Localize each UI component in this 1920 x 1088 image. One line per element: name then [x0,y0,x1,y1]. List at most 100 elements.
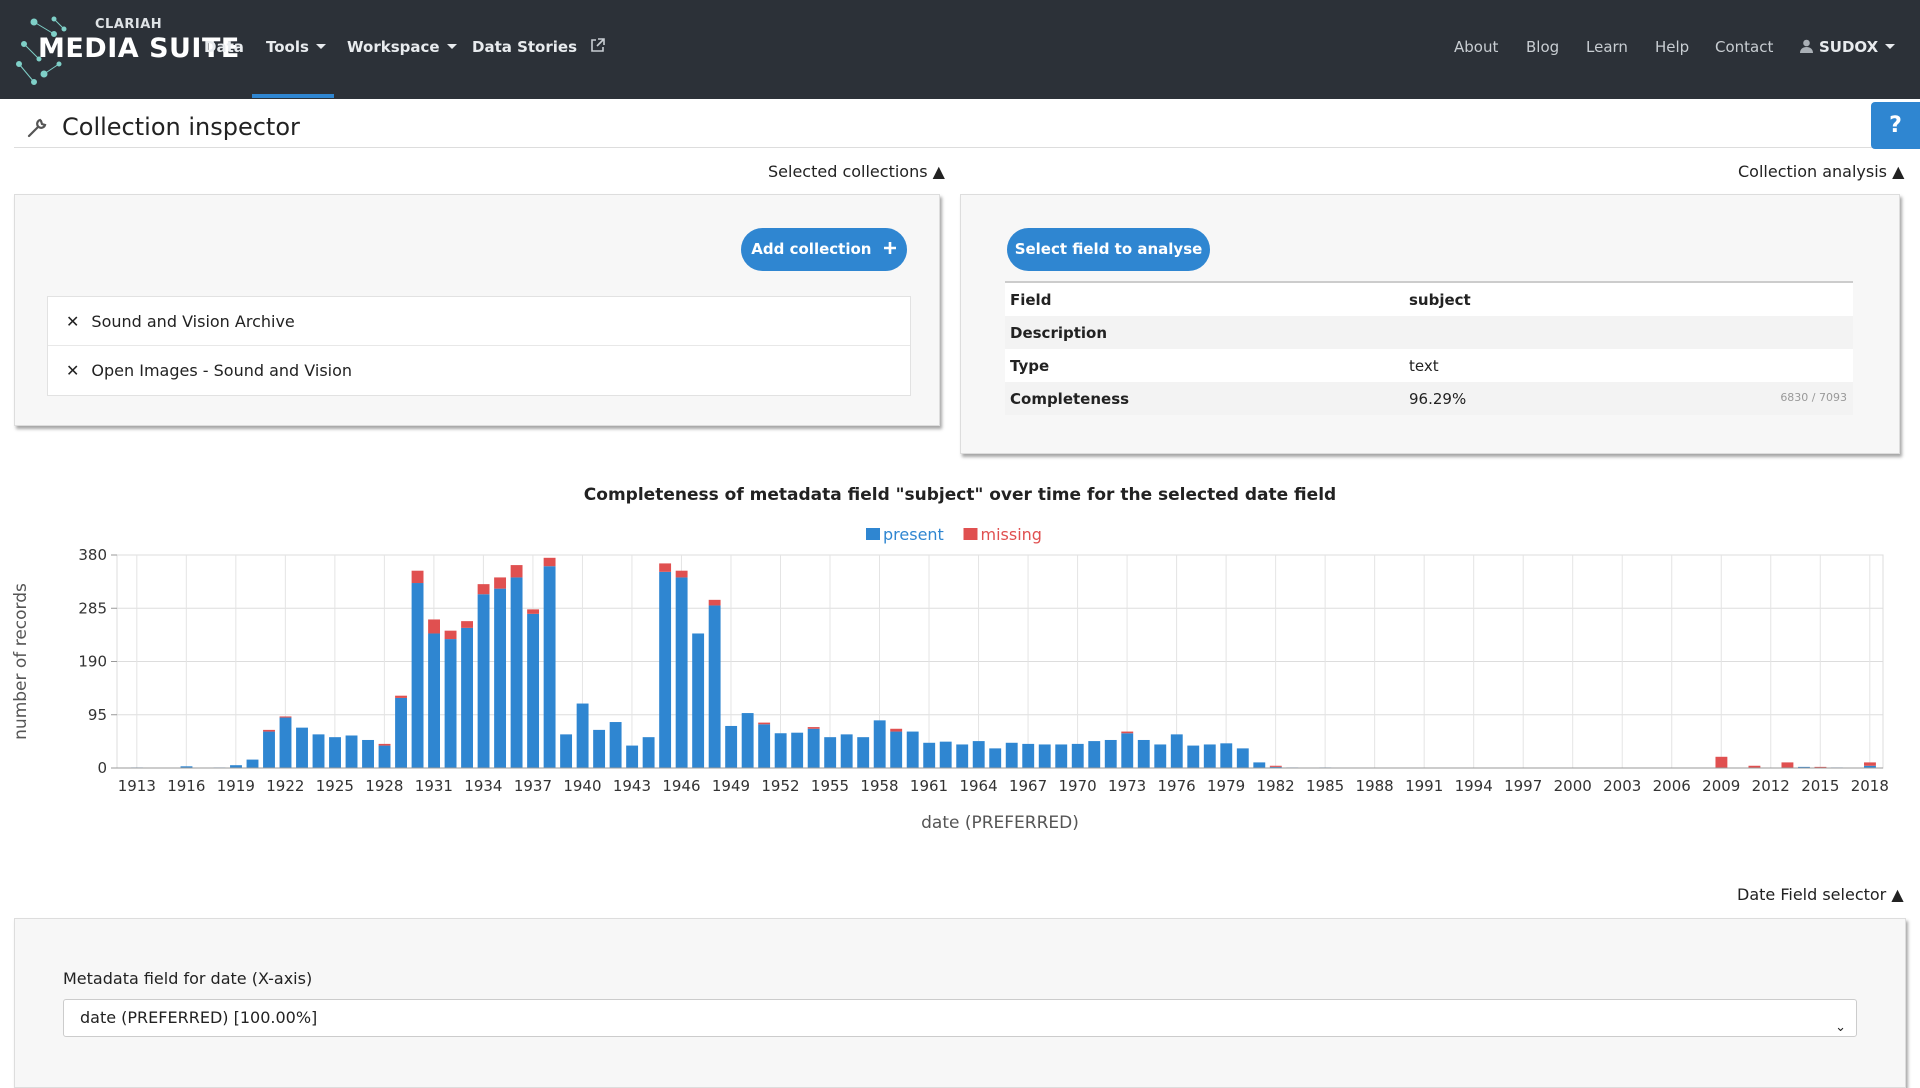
bar-present [857,737,870,768]
date-field-select[interactable]: date (PREFERRED) [100.00%] ⌄ [63,999,1857,1037]
x-tick-label: 1982 [1257,777,1295,795]
remove-collection-icon[interactable]: ✕ [66,312,80,331]
active-nav-indicator [252,94,334,98]
x-tick-label: 1970 [1058,777,1096,795]
add-collection-button[interactable]: Add collection [741,228,907,271]
media-suite-logo[interactable] [14,14,184,86]
bar-present [560,734,573,768]
y-tick-label: 380 [78,546,107,564]
completeness-count: 6830 / 7093 [1780,391,1847,404]
info-key: Type [1010,357,1050,375]
nav-about[interactable]: About [1454,38,1499,56]
bar-present [230,765,242,768]
collection-item: ✕ Sound and Vision Archive [48,297,910,346]
x-tick-label: 1949 [712,777,750,795]
selected-collections-toggle[interactable]: Selected collections ▲ [768,162,945,181]
bar-present [989,748,1002,768]
info-value: subject [1409,291,1471,309]
legend-swatch-present [866,528,880,540]
bar-present [1055,744,1068,768]
nav-data-stories[interactable]: Data Stories [472,38,606,56]
nav-workspace-label: Workspace [347,38,440,56]
x-tick-label: 2009 [1702,777,1740,795]
bar-present [642,737,655,768]
x-tick-label: 1973 [1108,777,1146,795]
select-field-button[interactable]: Select field to analyse [1007,228,1210,271]
bar-present [725,725,738,768]
x-tick-label: 1988 [1356,777,1394,795]
bar-missing [461,621,474,628]
bar-missing [890,728,903,732]
add-collection-label: Add collection [751,240,872,258]
nav-contact[interactable]: Contact [1715,38,1774,56]
wrench-icon [27,118,47,138]
brand-name: MEDIA SUITE [38,33,240,64]
collection-list: ✕ Sound and Vision Archive ✕ Open Images -… [47,296,911,396]
x-tick-label: 2015 [1801,777,1839,795]
collection-analysis-panel: Select field to analyse Field subject De… [960,194,1900,454]
bar-missing [263,729,275,732]
nav-tools-label: Tools [266,38,309,56]
help-button[interactable]: ? [1871,102,1920,149]
bar-present [758,724,771,768]
y-tick-label: 285 [78,599,107,617]
page-title: Collection inspector [62,113,300,141]
bar-present [1864,765,1876,768]
bar-present [956,744,969,768]
x-axis-label: date (PREFERRED) [921,813,1079,833]
bar-present [1253,762,1266,768]
nav-tools[interactable]: Tools [266,38,326,56]
bar-missing [708,599,721,606]
x-tick-label: 1994 [1455,777,1493,795]
date-field-label: Metadata field for date (X-axis) [63,969,313,988]
bar-present [626,745,639,768]
bar-present [1088,741,1101,768]
nav-workspace[interactable]: Workspace [347,38,457,56]
bar-present [824,737,837,768]
x-tick-label: 1976 [1158,777,1196,795]
selected-collections-panel: Add collection ✕ Sound and Vision Archive… [14,194,940,426]
y-tick-label: 190 [78,653,107,671]
user-menu[interactable]: SUDOX [1800,38,1896,56]
bar-present [1220,743,1233,768]
bar-present [708,605,721,768]
bar-present [890,731,903,768]
bar-missing [494,577,507,589]
x-tick-label: 2003 [1603,777,1641,795]
bar-present [329,737,341,768]
nav-learn[interactable]: Learn [1586,38,1628,56]
bar-missing [758,722,771,725]
collection-analysis-toggle[interactable]: Collection analysis ▲ [1738,162,1905,181]
date-field-selector-toggle[interactable]: Date Field selector ▲ [1737,885,1904,904]
bar-present [510,577,523,768]
bar-missing [659,563,672,572]
nav-help[interactable]: Help [1655,38,1690,56]
bar-missing [1269,765,1282,767]
bar-missing [510,565,523,578]
x-tick-label: 1985 [1306,777,1344,795]
x-tick-label: 1925 [316,777,354,795]
nav-data[interactable]: Data [204,38,244,56]
x-tick-label: 1955 [811,777,849,795]
bar-present [807,728,820,768]
remove-collection-icon[interactable]: ✕ [66,361,80,380]
date-field-value: date (PREFERRED) [100.00%] [80,1008,318,1027]
bar-missing [807,727,820,729]
x-tick-label: 1961 [910,777,948,795]
chevron-down-icon [446,44,457,49]
x-tick-label: 1997 [1504,777,1542,795]
bar-missing [1781,762,1794,768]
nav-data-stories-label: Data Stories [472,38,578,56]
nav-blog[interactable]: Blog [1526,38,1560,56]
info-row-field: Field subject [1005,283,1853,316]
y-axis-label: number of records [11,583,31,740]
bar-present [1121,733,1134,768]
bar-present [1104,739,1117,768]
page-header: Collection inspector [14,108,1904,148]
bar-present [494,588,507,768]
bar-present [906,731,919,768]
x-tick-label: 1964 [959,777,997,795]
bar-present [1071,743,1084,768]
bar-present [593,729,606,768]
bar-present [263,731,275,768]
